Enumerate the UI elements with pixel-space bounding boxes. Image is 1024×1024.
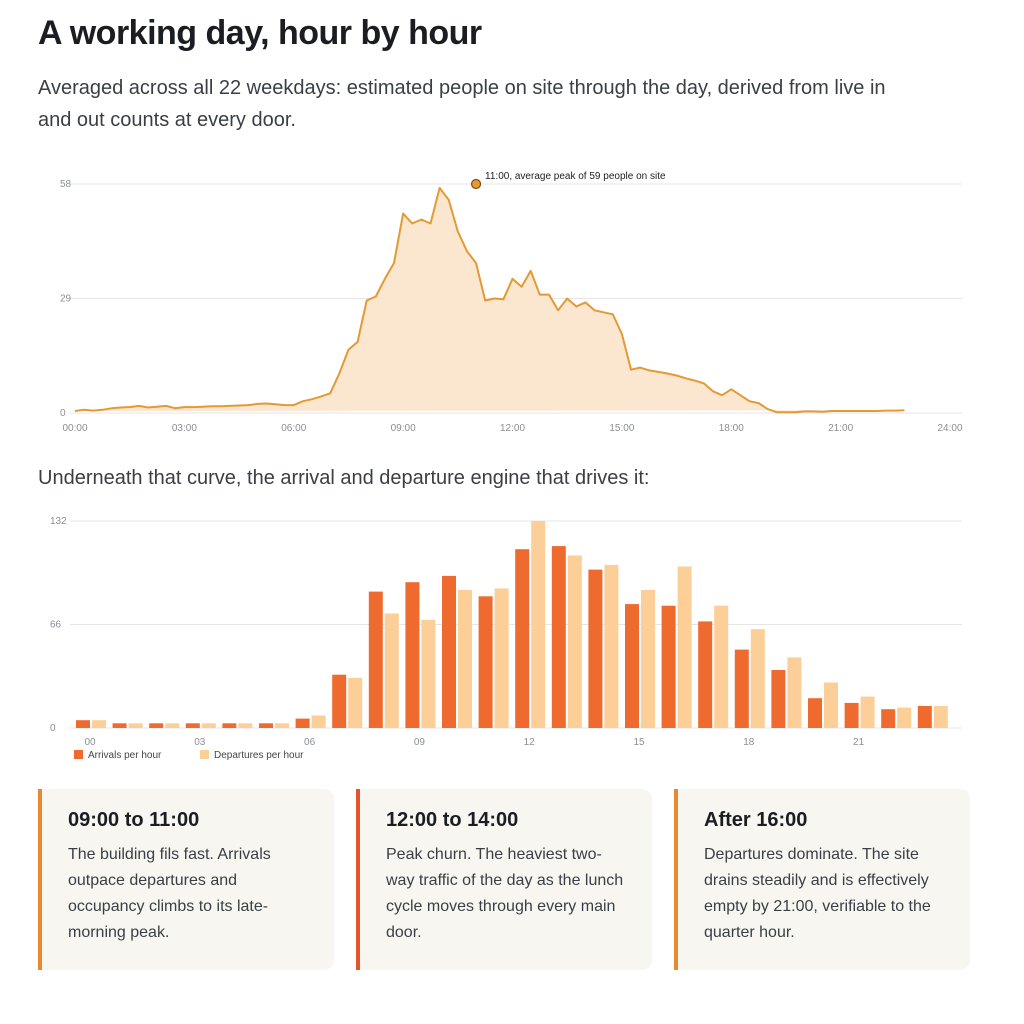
y-tick-label: 0 xyxy=(60,408,66,419)
departures-bar xyxy=(860,696,875,728)
arrivals-bar xyxy=(771,670,786,728)
occupancy-x-ticks: 00:00 03:00 06:00 09:00 12:00 15:00 18:00 21:00… xyxy=(62,423,962,434)
departures-bar xyxy=(384,613,399,728)
flow-legend: Arrivals per hour Departures per hour xyxy=(74,750,304,761)
departures-bar xyxy=(92,720,106,728)
x-tick-label: 15:00 xyxy=(609,423,634,434)
departures-bar xyxy=(641,590,655,728)
occupancy-line xyxy=(74,186,905,414)
departures-bar xyxy=(933,706,948,728)
arrivals-bar xyxy=(551,546,566,728)
arrivals-bar xyxy=(808,698,822,728)
insight-cards: 09:00 to 11:00 The building fils fast. A… xyxy=(38,789,972,970)
y-tick-label: 132 xyxy=(50,516,67,527)
departures-bar xyxy=(714,605,729,728)
x-tick-label: 18 xyxy=(743,737,755,748)
arrivals-bar xyxy=(917,706,932,728)
insight-card-evening: After 16:00 Departures dominate. The sit… xyxy=(674,789,970,970)
legend-swatch-arrivals xyxy=(74,750,83,759)
arrivals-bar xyxy=(442,575,456,728)
card-body: Departures dominate. The site drains ste… xyxy=(704,846,931,941)
y-tick-label: 0 xyxy=(50,723,56,734)
arrivals-bar xyxy=(625,604,639,728)
departures-bar xyxy=(494,588,509,728)
departures-bar xyxy=(201,723,216,728)
x-tick-label: 18:00 xyxy=(719,423,744,434)
peak-annotation: 11:00, average peak of 59 people on site xyxy=(485,171,666,182)
x-tick-label: 21 xyxy=(853,737,865,748)
page-subtitle: Averaged across all 22 weekdays: estimat… xyxy=(38,77,886,131)
occupancy-area-chart: 11:00, average peak of 59 people on site… xyxy=(60,171,963,434)
x-tick-label: 21:00 xyxy=(828,423,853,434)
x-tick-label: 06:00 xyxy=(281,423,306,434)
insight-card-midday: 12:00 to 14:00 Peak churn. The heaviest … xyxy=(356,789,652,970)
card-title: 09:00 to 11:00 xyxy=(68,809,200,831)
departures-bar xyxy=(824,682,838,728)
legend-label-departures: Departures per hour xyxy=(214,750,304,761)
departures-bar xyxy=(677,566,692,728)
departures-bar xyxy=(897,707,912,728)
departures-bar xyxy=(531,521,546,728)
departures-bar xyxy=(311,715,326,728)
x-tick-label: 03 xyxy=(194,737,206,748)
arrivals-bar xyxy=(588,569,603,728)
arrivals-bar xyxy=(844,702,859,728)
arrivals-bar xyxy=(698,621,713,728)
occupancy-y-ticks: 0 29 58 xyxy=(60,179,72,419)
x-tick-label: 06 xyxy=(304,737,316,748)
insight-card-morning: 09:00 to 11:00 The building fils fast. A… xyxy=(38,789,334,970)
y-tick-label: 29 xyxy=(60,294,72,305)
y-tick-label: 58 xyxy=(60,179,72,190)
departures-bar xyxy=(787,657,802,728)
peak-marker xyxy=(470,178,482,190)
x-tick-label: 00 xyxy=(84,737,96,748)
legend-label-arrivals: Arrivals per hour xyxy=(88,750,162,761)
departures-bar xyxy=(275,723,289,728)
arrivals-bar xyxy=(661,605,676,728)
arrivals-bar xyxy=(332,674,347,728)
arrivals-bar xyxy=(259,723,273,728)
flow-bars xyxy=(76,521,948,728)
arrivals-bar xyxy=(478,596,493,728)
arrivals-bar xyxy=(185,723,200,728)
arrivals-bar xyxy=(881,709,896,728)
arrivals-bar xyxy=(149,723,164,728)
departures-bar xyxy=(128,723,143,728)
y-tick-label: 66 xyxy=(50,620,62,631)
arrivals-departures-bar-chart: 0 66 132 00 03 06 09 12 15 18 21 Arrivals per hou… xyxy=(50,516,962,761)
section-intro: Underneath that curve, the arrival and d… xyxy=(38,467,650,489)
departures-bar xyxy=(750,629,765,728)
x-tick-label: 09 xyxy=(414,737,426,748)
x-tick-label: 24:00 xyxy=(937,423,962,434)
card-body: Peak churn. The heaviest two-way traffic… xyxy=(386,846,624,941)
arrivals-bar xyxy=(405,582,420,728)
card-body: The building fils fast. Arrivals outpace… xyxy=(68,846,271,941)
departures-bar xyxy=(604,564,619,728)
arrivals-bar xyxy=(112,723,127,728)
x-tick-label: 12 xyxy=(524,737,536,748)
arrivals-bar xyxy=(76,720,90,728)
departures-bar xyxy=(165,723,180,728)
flow-y-ticks: 0 66 132 xyxy=(50,516,67,734)
card-title: After 16:00 xyxy=(704,809,808,831)
departures-bar xyxy=(458,590,472,728)
flow-x-ticks: 00 03 06 09 12 15 18 21 xyxy=(84,737,864,748)
x-tick-label: 09:00 xyxy=(391,423,416,434)
departures-bar xyxy=(348,677,363,728)
card-title: 12:00 to 14:00 xyxy=(386,809,519,831)
arrivals-bar xyxy=(222,723,237,728)
arrivals-bar xyxy=(515,549,530,728)
departures-bar xyxy=(421,619,436,728)
x-tick-label: 03:00 xyxy=(172,423,197,434)
page-title: A working day, hour by hour xyxy=(38,14,482,52)
arrivals-bar xyxy=(295,718,310,728)
x-tick-label: 00:00 xyxy=(62,423,87,434)
arrivals-bar xyxy=(734,649,749,728)
arrivals-bar xyxy=(368,591,383,728)
departures-bar xyxy=(238,723,253,728)
x-tick-label: 12:00 xyxy=(500,423,525,434)
departures-bar xyxy=(567,555,582,728)
x-tick-label: 15 xyxy=(633,737,645,748)
legend-swatch-departures xyxy=(200,750,209,759)
